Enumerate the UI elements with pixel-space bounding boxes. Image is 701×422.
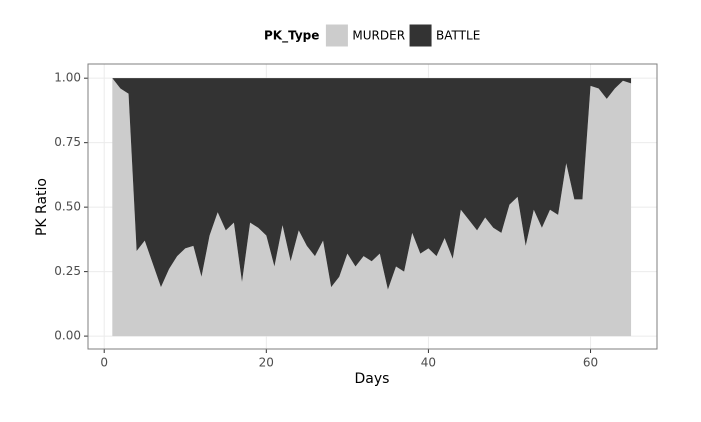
y-tick-label: 0.00: [54, 329, 81, 343]
x-tick-label: 40: [421, 356, 436, 370]
legend-label: BATTLE: [436, 29, 480, 43]
x-tick-label: 0: [100, 356, 108, 370]
legend-swatch: [324, 23, 349, 48]
y-tick-label: 0.50: [54, 200, 81, 214]
y-tick-label: 0.75: [54, 135, 81, 149]
x-tick-label: 20: [259, 356, 274, 370]
y-axis-title: PK Ratio: [34, 178, 50, 236]
legend-title: PK_Type: [264, 29, 319, 44]
x-axis-title: Days: [355, 371, 390, 387]
area: [112, 78, 632, 290]
plot-border: [87, 63, 658, 350]
y-tick-label: 0.25: [54, 264, 81, 278]
area: [112, 78, 632, 337]
legend-swatch: [408, 23, 433, 48]
y-tick-label: 1.00: [54, 71, 81, 85]
x-tick-label: 60: [583, 356, 598, 370]
legend-label: MURDER: [352, 29, 405, 43]
